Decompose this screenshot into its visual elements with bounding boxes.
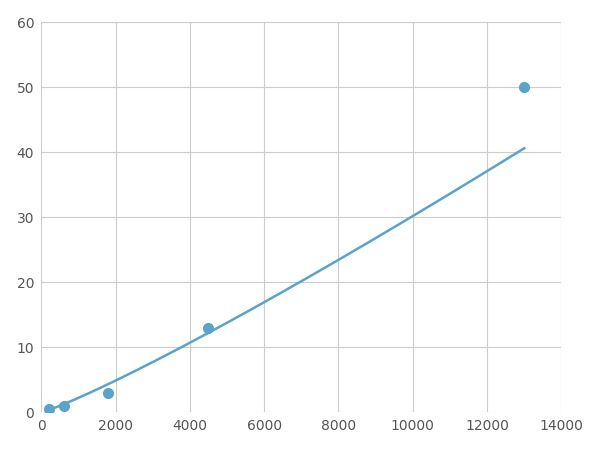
Point — [59, 402, 68, 410]
Point — [520, 84, 529, 91]
Point — [203, 324, 213, 332]
Point — [103, 389, 113, 396]
Point — [44, 405, 53, 413]
